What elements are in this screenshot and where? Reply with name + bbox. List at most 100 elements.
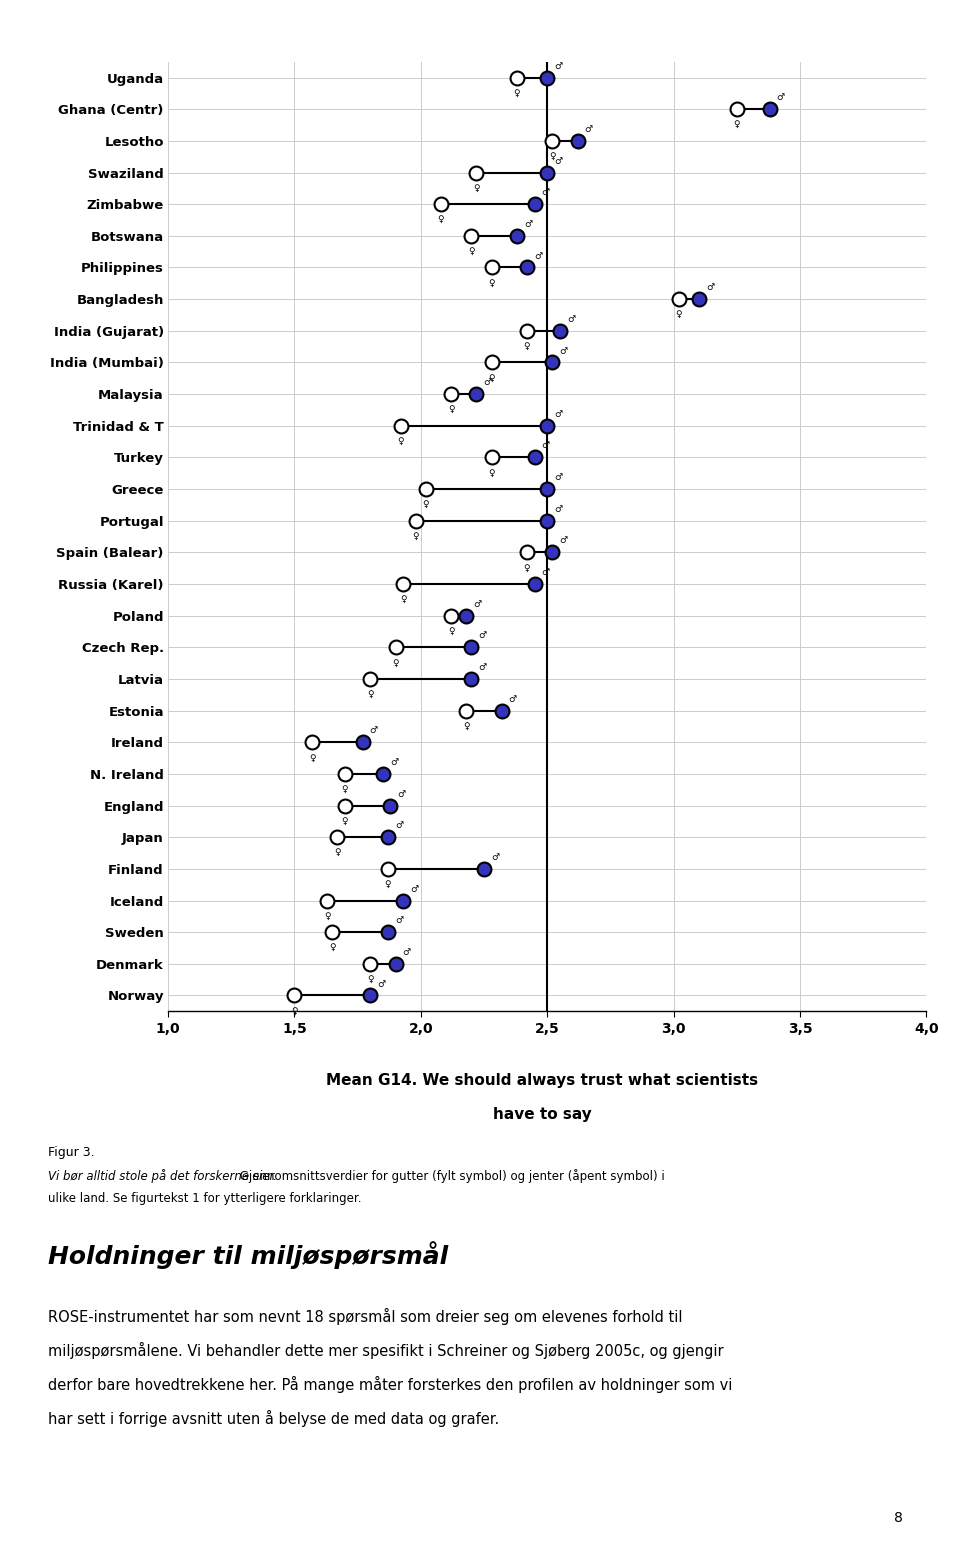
Text: ♀: ♀ — [489, 374, 495, 383]
Text: ulike land. Se figurtekst 1 for ytterligere forklaringer.: ulike land. Se figurtekst 1 for ytterlig… — [48, 1192, 362, 1204]
Text: ♀: ♀ — [447, 627, 454, 636]
Point — [540, 477, 555, 502]
Text: ♂: ♂ — [706, 283, 714, 292]
Text: ♂: ♂ — [541, 442, 550, 451]
Point — [464, 635, 479, 659]
Text: ♂: ♂ — [554, 62, 563, 71]
Point — [544, 540, 560, 565]
Text: ♂: ♂ — [777, 93, 784, 102]
Point — [383, 794, 398, 818]
Text: ♀: ♀ — [463, 721, 469, 730]
Text: have to say: have to say — [493, 1107, 591, 1122]
Point — [444, 381, 459, 406]
Point — [324, 920, 340, 945]
Point — [408, 508, 423, 533]
Text: ♀: ♀ — [523, 341, 530, 350]
Point — [540, 65, 555, 90]
Point — [388, 635, 403, 659]
Text: ♂: ♂ — [395, 821, 403, 831]
Point — [459, 604, 474, 628]
Point — [355, 730, 371, 755]
Text: ♀: ♀ — [438, 215, 444, 224]
Point — [509, 65, 524, 90]
Text: ♀: ♀ — [549, 151, 556, 161]
Point — [468, 161, 484, 185]
Text: ♀: ♀ — [397, 437, 404, 446]
Point — [509, 224, 524, 249]
Point — [468, 381, 484, 406]
Text: ♀: ♀ — [514, 88, 520, 97]
Point — [464, 224, 479, 249]
Text: ♀: ♀ — [324, 911, 330, 920]
Text: ♂: ♂ — [370, 726, 377, 735]
Point — [730, 97, 745, 122]
Point — [433, 191, 448, 216]
Point — [375, 761, 391, 786]
Text: ♀: ♀ — [489, 278, 495, 287]
Text: ♀: ♀ — [291, 1007, 298, 1016]
Point — [544, 128, 560, 153]
Point — [329, 824, 345, 849]
Point — [484, 255, 499, 279]
Text: Figur 3.: Figur 3. — [48, 1146, 95, 1158]
Point — [337, 761, 352, 786]
Point — [762, 97, 778, 122]
Text: miljøspørsmålene. Vi behandler dette mer spesifikt i Schreiner og Sjøberg 2005c,: miljøspørsmålene. Vi behandler dette mer… — [48, 1342, 724, 1359]
Point — [363, 951, 378, 976]
Point — [380, 857, 396, 882]
Text: ♂: ♂ — [397, 789, 405, 798]
Text: ♂: ♂ — [554, 156, 563, 165]
Text: ♀: ♀ — [413, 531, 420, 540]
Point — [544, 350, 560, 375]
Text: ♀: ♀ — [342, 784, 348, 794]
Point — [519, 540, 535, 565]
Text: ♂: ♂ — [534, 252, 542, 261]
Text: ♀: ♀ — [342, 817, 348, 826]
Text: ♀: ♀ — [329, 943, 336, 953]
Point — [484, 350, 499, 375]
Text: ♀: ♀ — [334, 848, 341, 857]
Point — [540, 414, 555, 438]
Text: ♀: ♀ — [393, 658, 398, 667]
Text: derfor bare hovedtrekkene her. På mange måter forsterkes den profilen av holdnin: derfor bare hovedtrekkene her. På mange … — [48, 1376, 732, 1393]
Point — [363, 667, 378, 692]
Text: ♂: ♂ — [554, 409, 563, 418]
Text: ♂: ♂ — [560, 346, 567, 355]
Text: ♀: ♀ — [473, 184, 480, 193]
Text: Gjennomsnittsverdier for gutter (fylt symbol) og jenter (åpent symbol) i: Gjennomsnittsverdier for gutter (fylt sy… — [236, 1169, 665, 1183]
Point — [459, 698, 474, 723]
Text: ♀: ♀ — [733, 120, 740, 130]
Point — [484, 445, 499, 469]
Text: ♀: ♀ — [675, 310, 682, 320]
Point — [444, 604, 459, 628]
Point — [388, 951, 403, 976]
Point — [337, 794, 352, 818]
Text: ♀: ♀ — [385, 880, 392, 889]
Point — [527, 571, 542, 596]
Point — [380, 824, 396, 849]
Point — [671, 287, 686, 312]
Point — [363, 984, 378, 1008]
Point — [540, 508, 555, 533]
Text: ROSE-instrumentet har som nevnt 18 spørsmål som dreier seg om elevenes forhold t: ROSE-instrumentet har som nevnt 18 spørs… — [48, 1308, 683, 1325]
Text: Vi bør alltid stole på det forskerne sier.: Vi bør alltid stole på det forskerne sie… — [48, 1169, 277, 1183]
Text: ♂: ♂ — [541, 188, 550, 198]
Point — [304, 730, 320, 755]
Point — [396, 888, 411, 913]
Text: ♀: ♀ — [399, 594, 406, 604]
Text: ♂: ♂ — [491, 852, 499, 862]
Text: ♀: ♀ — [447, 405, 454, 414]
Text: ♀: ♀ — [422, 500, 429, 510]
Text: ♀: ♀ — [468, 247, 474, 256]
Point — [393, 414, 408, 438]
Text: ♂: ♂ — [524, 219, 532, 229]
Point — [519, 255, 535, 279]
Text: ♂: ♂ — [554, 505, 563, 514]
Point — [494, 698, 510, 723]
Point — [552, 318, 567, 343]
Text: har sett i forrige avsnitt uten å belyse de med data og grafer.: har sett i forrige avsnitt uten å belyse… — [48, 1410, 499, 1427]
Text: ♂: ♂ — [509, 695, 516, 704]
Point — [287, 984, 302, 1008]
Point — [527, 445, 542, 469]
Point — [320, 888, 335, 913]
